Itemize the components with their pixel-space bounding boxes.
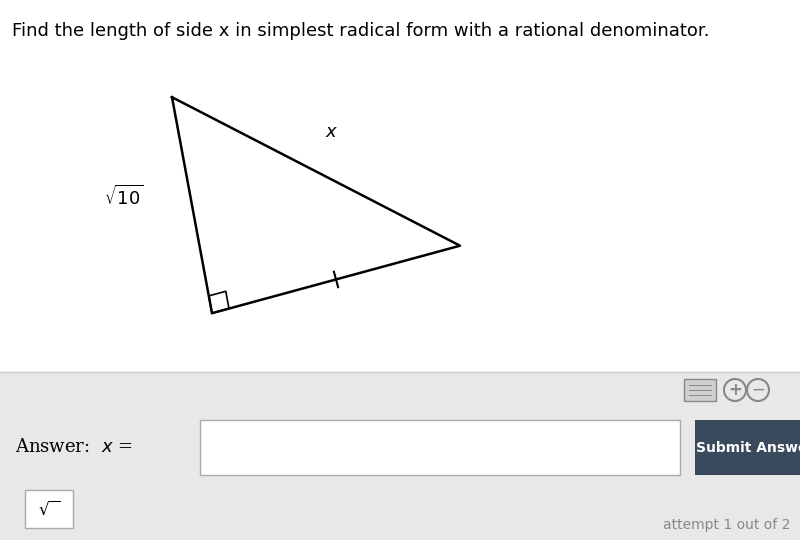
Text: Find the length of side x in simplest radical form with a rational denominator.: Find the length of side x in simplest ra… [12, 22, 710, 40]
Text: $\sqrt{\ }$: $\sqrt{\ }$ [38, 500, 60, 518]
Text: $\sqrt{10}$: $\sqrt{10}$ [104, 185, 144, 209]
Bar [25, 490, 73, 528]
Text: $x$: $x$ [326, 123, 338, 141]
Text: +: + [728, 381, 742, 399]
Bar [695, 420, 800, 475]
Text: −: − [751, 381, 765, 399]
Text: Submit Answer: Submit Answer [696, 441, 800, 455]
Text: Answer:  $x$ =: Answer: $x$ = [15, 438, 133, 456]
Bar [684, 379, 716, 401]
Bar [200, 420, 680, 475]
Bar [0, 372, 800, 540]
Text: attempt 1 out of 2: attempt 1 out of 2 [662, 518, 790, 532]
